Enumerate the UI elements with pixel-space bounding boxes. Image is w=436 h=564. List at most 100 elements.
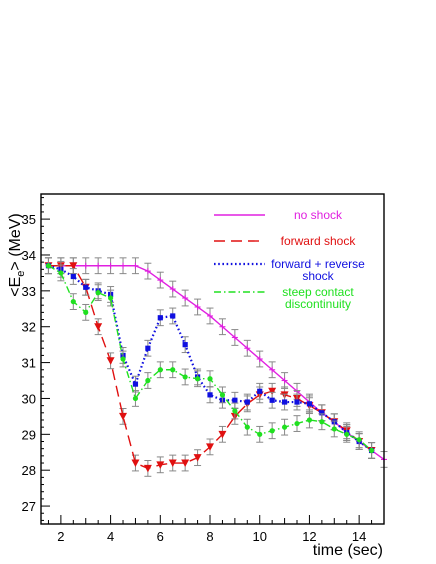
y-tick-label: 30 bbox=[22, 391, 36, 406]
legend-item: no shock bbox=[214, 208, 343, 222]
x-tick-label: 2 bbox=[57, 529, 64, 544]
y-axis-title-sub: e bbox=[15, 271, 27, 277]
data-point bbox=[244, 399, 250, 405]
axes-layer bbox=[40, 193, 385, 525]
data-point bbox=[82, 262, 89, 269]
data-point bbox=[132, 262, 139, 269]
y-tick-label: 27 bbox=[22, 499, 36, 514]
data-point bbox=[132, 381, 139, 387]
x-tick-label: 12 bbox=[302, 529, 316, 544]
data-point bbox=[169, 286, 176, 293]
legend: no shock forward shock forward + reversesh… bbox=[214, 208, 365, 311]
data-point bbox=[182, 374, 188, 380]
data-point bbox=[269, 428, 275, 434]
data-point bbox=[157, 277, 164, 284]
data-point bbox=[219, 323, 226, 330]
data-point bbox=[294, 399, 300, 405]
data-point bbox=[218, 430, 227, 439]
data-point bbox=[219, 392, 226, 398]
data-point bbox=[194, 376, 201, 382]
data-point bbox=[306, 401, 313, 407]
data-point bbox=[194, 303, 201, 310]
data-point bbox=[107, 295, 114, 301]
data-point bbox=[207, 376, 213, 382]
data-point bbox=[231, 334, 238, 341]
data-point bbox=[232, 408, 238, 414]
legend-item: forward shock bbox=[214, 234, 356, 248]
data-point bbox=[207, 392, 213, 398]
y-tick-label: 31 bbox=[22, 356, 36, 371]
data-point bbox=[281, 424, 288, 430]
data-point bbox=[83, 284, 89, 290]
data-point bbox=[132, 395, 139, 402]
data-point bbox=[232, 397, 238, 403]
data-point bbox=[157, 367, 163, 373]
x-axis-title: time (sec) bbox=[313, 542, 383, 559]
data-point bbox=[206, 443, 215, 451]
series-4 bbox=[44, 257, 376, 459]
data-point bbox=[257, 431, 263, 437]
legend-label: no shock bbox=[294, 208, 343, 222]
data-point bbox=[281, 377, 288, 384]
data-point bbox=[170, 313, 176, 319]
data-point bbox=[131, 459, 140, 468]
data-point bbox=[256, 356, 263, 362]
x-tick-label: 14 bbox=[352, 529, 366, 544]
y-tick-label: 35 bbox=[22, 212, 36, 227]
data-point bbox=[319, 410, 325, 416]
x-tick-label: 4 bbox=[107, 529, 114, 544]
data-point bbox=[58, 270, 64, 276]
legend-label: steep contact bbox=[282, 285, 354, 299]
data-point bbox=[368, 447, 375, 454]
plot-frame bbox=[40, 193, 385, 525]
data-point bbox=[182, 295, 189, 302]
data-point bbox=[157, 315, 163, 321]
data-point bbox=[69, 262, 78, 270]
y-axis-title-tail: > (MeV) bbox=[7, 213, 24, 270]
data-point bbox=[145, 345, 151, 351]
data-point bbox=[182, 342, 188, 348]
data-point bbox=[344, 431, 350, 437]
data-point bbox=[268, 387, 277, 396]
data-point bbox=[356, 437, 362, 443]
data-point bbox=[143, 464, 152, 473]
data-point bbox=[70, 299, 76, 305]
y-tick-label: 33 bbox=[22, 284, 36, 299]
data-point bbox=[95, 262, 102, 269]
data-point bbox=[306, 417, 313, 423]
x-tick-label: 6 bbox=[157, 529, 164, 544]
y-axis-title-main: <E bbox=[7, 277, 24, 297]
data-point bbox=[294, 420, 300, 427]
data-point bbox=[244, 345, 251, 352]
data-point bbox=[145, 377, 151, 384]
data-point bbox=[119, 412, 128, 421]
data-point bbox=[107, 262, 114, 269]
y-tick-label: 29 bbox=[22, 427, 36, 442]
data-point bbox=[120, 262, 127, 269]
data-point bbox=[70, 273, 76, 280]
data-point bbox=[83, 309, 89, 315]
legend-label: shock bbox=[302, 269, 334, 283]
data-point bbox=[331, 426, 337, 432]
data-point bbox=[181, 459, 190, 468]
data-point bbox=[319, 419, 325, 425]
y-tick-label: 28 bbox=[22, 463, 36, 478]
data-point bbox=[120, 356, 126, 362]
data-point bbox=[269, 397, 275, 403]
y-tick-label: 32 bbox=[22, 320, 36, 335]
legend-label: forward shock bbox=[281, 234, 357, 248]
x-tick-label: 8 bbox=[206, 529, 213, 544]
data-point bbox=[106, 357, 115, 365]
data-point bbox=[281, 399, 288, 405]
y-axis-title: <Ee> (MeV) bbox=[7, 213, 27, 296]
data-point bbox=[244, 424, 250, 430]
y-tick-label: 34 bbox=[22, 248, 36, 263]
data-point bbox=[193, 454, 202, 462]
data-point bbox=[207, 312, 214, 319]
legend-label: forward + reverse bbox=[271, 257, 365, 271]
data-point bbox=[269, 366, 276, 373]
ticks-layer: 2 4 6 8 10 12 14 27 28 29 30 31 32 33 34 35 bbox=[22, 197, 385, 544]
